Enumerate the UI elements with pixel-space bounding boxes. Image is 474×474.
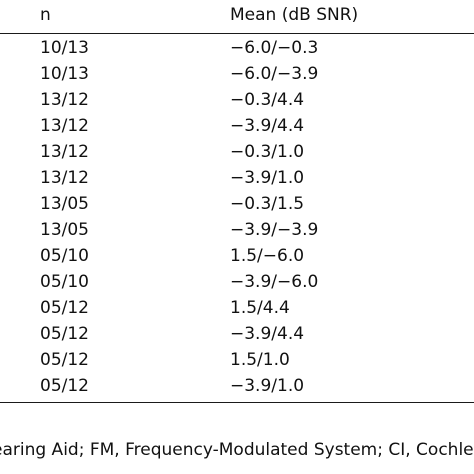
cell-n: 05/10 [40, 246, 89, 266]
cell-mean: −3.9/−3.9 [230, 220, 319, 240]
cell-n: 05/12 [40, 376, 89, 396]
table-footnote: earing Aid; FM, Frequency-Modulated Syst… [0, 440, 474, 460]
cell-mean: −3.9/4.4 [230, 116, 305, 136]
cell-mean: 1.5/4.4 [230, 298, 290, 318]
cell-n: 05/12 [40, 324, 89, 344]
cell-n: 05/10 [40, 272, 89, 292]
table-header-n: n [40, 5, 51, 25]
cell-mean: −3.9/−6.0 [230, 272, 319, 292]
cell-mean: 1.5/−6.0 [230, 246, 305, 266]
table-header-mean: Mean (dB SNR) [230, 5, 359, 25]
cell-mean: 1.5/1.0 [230, 350, 290, 370]
cell-n: 13/12 [40, 142, 89, 162]
header-rule [0, 33, 474, 34]
cell-n: 10/13 [40, 64, 89, 84]
cell-n: 13/12 [40, 168, 89, 188]
cell-n: 13/12 [40, 90, 89, 110]
cell-n: 10/13 [40, 38, 89, 58]
cell-mean: −0.3/1.5 [230, 194, 305, 214]
cell-mean: −3.9/1.0 [230, 376, 305, 396]
cell-mean: −0.3/4.4 [230, 90, 305, 110]
cell-n: 13/05 [40, 220, 89, 240]
cell-n: 05/12 [40, 298, 89, 318]
cell-mean: −6.0/−3.9 [230, 64, 319, 84]
cell-n: 05/12 [40, 350, 89, 370]
bottom-rule [0, 402, 474, 403]
cell-mean: −6.0/−0.3 [230, 38, 319, 58]
cell-n: 13/12 [40, 116, 89, 136]
cell-mean: −3.9/1.0 [230, 168, 305, 188]
cell-mean: −3.9/4.4 [230, 324, 305, 344]
cell-mean: −0.3/1.0 [230, 142, 305, 162]
cell-n: 13/05 [40, 194, 89, 214]
